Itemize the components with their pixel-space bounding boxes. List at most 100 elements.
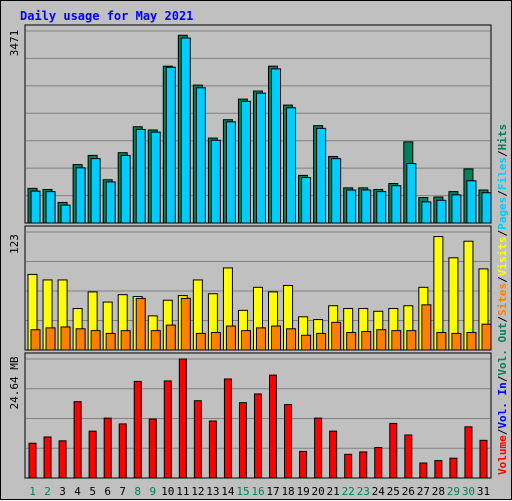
chart-panels: 3471 123 24.64 MB: [8, 24, 492, 479]
x-tick-label-day-28: 28: [432, 485, 445, 498]
bar-volume-day-28: [434, 460, 443, 479]
bar-files-day-19: [301, 177, 312, 224]
bar-volume-day-10: [163, 380, 172, 479]
bar-files-day-31: [481, 192, 492, 224]
legend-separator: /: [496, 375, 509, 382]
x-tick-label-day-19: 19: [296, 485, 309, 498]
bar-files-day-23: [361, 189, 372, 224]
x-tick-label-day-25: 25: [387, 485, 400, 498]
bar-sites-day-25: [391, 330, 402, 351]
bar-sites-day-28: [436, 331, 447, 351]
legend-separator: /: [496, 230, 509, 237]
legend-item-vol-out: Vol. Out: [496, 323, 509, 376]
x-tick-label-day-9: 9: [149, 485, 156, 498]
x-tick-label-day-23: 23: [357, 485, 370, 498]
chart-legend: Volume/Vol. In/Vol. Out/Sites/Visits/Pag…: [496, 124, 509, 475]
bar-volume-day-31: [479, 439, 488, 479]
legend-item-pages: Pages: [496, 197, 509, 230]
x-tick-label-day-5: 5: [89, 485, 96, 498]
x-tick-label-day-7: 7: [119, 485, 126, 498]
bar-files-day-5: [90, 158, 101, 224]
x-tick-label-day-14: 14: [221, 485, 235, 498]
bar-volume-day-8: [133, 380, 142, 479]
bar-sites-day-29: [451, 332, 462, 351]
legend-item-sites: Sites: [496, 283, 509, 316]
bar-volume-day-3: [58, 440, 67, 479]
legend-separator: /: [496, 190, 509, 197]
bar-sites-day-21: [331, 321, 342, 351]
x-tick-label-day-20: 20: [312, 485, 325, 498]
x-axis-tick-labels: 1 2 3 4 5 6 7 8 9 10 11 12 13 14 15 16 17 18 19 20 21 22 23 24 2…: [29, 485, 490, 498]
x-tick-label-day-12: 12: [191, 485, 204, 498]
bar-volume-day-29: [449, 457, 458, 479]
bar-sites-day-24: [376, 329, 387, 351]
x-tick-label-day-15: 15: [236, 485, 249, 498]
bar-volume-day-6: [103, 417, 112, 479]
bar-sites-day-16: [255, 327, 266, 351]
x-tick-label-day-13: 13: [206, 485, 219, 498]
panel-hits-bars: [27, 34, 492, 224]
x-tick-label-day-31: 31: [477, 485, 490, 498]
bar-files-day-6: [105, 181, 116, 224]
bar-volume-day-20: [314, 417, 323, 479]
bar-sites-day-5: [90, 330, 101, 351]
bar-volume-day-22: [344, 453, 353, 479]
bar-sites-day-17: [271, 325, 282, 351]
legend-item-visits: Visits: [496, 237, 509, 277]
bar-files-day-4: [75, 167, 86, 224]
bar-volume-day-14: [223, 378, 232, 479]
bar-sites-day-6: [105, 332, 116, 351]
bar-volume-day-30: [464, 426, 473, 479]
bar-sites-day-18: [286, 328, 297, 351]
x-tick-label-day-4: 4: [74, 485, 81, 498]
x-tick-label-day-2: 2: [44, 485, 51, 498]
bar-sites-day-4: [75, 328, 86, 351]
bar-sites-day-30: [466, 331, 477, 351]
bar-sites-day-22: [346, 331, 357, 351]
x-tick-label-day-27: 27: [417, 485, 430, 498]
x-tick-label-day-11: 11: [176, 485, 189, 498]
panel-visits-bars: [27, 236, 492, 351]
x-tick-label-day-21: 21: [327, 485, 340, 498]
x-tick-label-day-1: 1: [29, 485, 36, 498]
bar-files-day-1: [30, 190, 41, 224]
panel-visits: 123: [8, 225, 492, 351]
bar-volume-day-4: [73, 401, 82, 479]
bar-sites-day-12: [195, 332, 206, 351]
x-tick-label-day-6: 6: [104, 485, 111, 498]
bar-sites-day-26: [406, 330, 417, 351]
bar-files-day-7: [120, 154, 131, 224]
bar-files-day-27: [421, 201, 432, 224]
bar-files-day-18: [286, 107, 297, 224]
bar-volume-day-13: [208, 420, 217, 479]
bar-files-day-16: [255, 92, 266, 224]
bar-sites-day-20: [316, 332, 327, 351]
bar-files-day-21: [331, 158, 342, 224]
bar-sites-day-7: [120, 330, 131, 351]
bar-volume-day-2: [43, 436, 52, 479]
bar-sites-day-19: [301, 334, 312, 351]
x-tick-label-day-17: 17: [266, 485, 279, 498]
bar-files-day-3: [60, 204, 71, 224]
legend-item-hits: Hits: [496, 124, 509, 151]
legend-item-vol-in: Vol. In: [496, 382, 509, 428]
bar-files-day-24: [376, 191, 387, 224]
bar-files-day-17: [271, 68, 282, 224]
panel-volume-bars: [28, 358, 488, 479]
x-tick-label-day-26: 26: [402, 485, 415, 498]
bar-sites-day-15: [240, 330, 251, 351]
legend-item-files: Files: [496, 157, 509, 190]
bar-volume-day-24: [374, 447, 383, 479]
legend-separator: /: [496, 316, 509, 323]
bar-sites-day-1: [30, 329, 41, 351]
bar-volume-day-27: [419, 462, 428, 479]
panel-volume: 24.64 MB: [8, 352, 492, 479]
bar-files-day-20: [316, 127, 327, 224]
bar-volume-day-15: [238, 402, 247, 479]
panel-hits-max-label: 3471: [8, 30, 21, 57]
bar-sites-day-9: [150, 330, 161, 351]
bar-files-day-28: [436, 199, 447, 224]
bar-volume-day-16: [253, 393, 262, 479]
x-tick-label-day-18: 18: [281, 485, 294, 498]
